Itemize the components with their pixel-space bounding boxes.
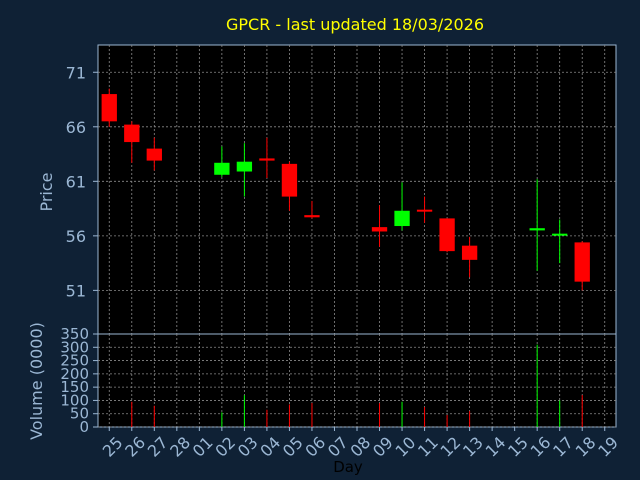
price-tick-label: 56: [66, 227, 86, 246]
candle-body: [259, 158, 275, 161]
price-axis-label: Price: [37, 172, 56, 211]
candle-body: [236, 161, 253, 172]
volume-tick-label: 250: [60, 352, 89, 370]
candle-body: [394, 210, 410, 227]
candle-body: [574, 242, 590, 282]
candle-body: [552, 233, 568, 236]
candle-body: [304, 215, 320, 218]
candle-body: [416, 209, 433, 212]
price-tick-label: 61: [66, 172, 86, 191]
candle-body: [146, 148, 162, 161]
price-tick-label: 66: [66, 118, 86, 137]
volume-tick-label: 50: [70, 405, 89, 423]
candle-body: [124, 124, 140, 143]
candle-body: [101, 94, 117, 122]
candle-body: [439, 218, 455, 252]
candle-body: [371, 227, 388, 232]
volume-tick-label: 0: [79, 418, 89, 436]
volume-tick-label: 200: [60, 365, 89, 383]
volume-tick-label: 300: [60, 338, 89, 356]
volume-tick-label: 350: [60, 325, 89, 343]
price-tick-label: 51: [66, 281, 86, 300]
x-axis-label: Day: [333, 458, 363, 476]
candle-body: [461, 245, 478, 260]
candle-body: [529, 228, 545, 231]
price-tick-label: 71: [66, 63, 86, 82]
volume-tick-label: 150: [60, 378, 89, 396]
candle-body: [281, 163, 298, 197]
volume-tick-label: 100: [60, 391, 89, 409]
volume-axis-label: Volume (0000): [27, 322, 46, 440]
price-panel: 51 56 61 66 71: [66, 44, 617, 335]
chart-title: GPCR - last updated 18/03/2026: [226, 15, 484, 34]
candle-body: [214, 162, 230, 175]
